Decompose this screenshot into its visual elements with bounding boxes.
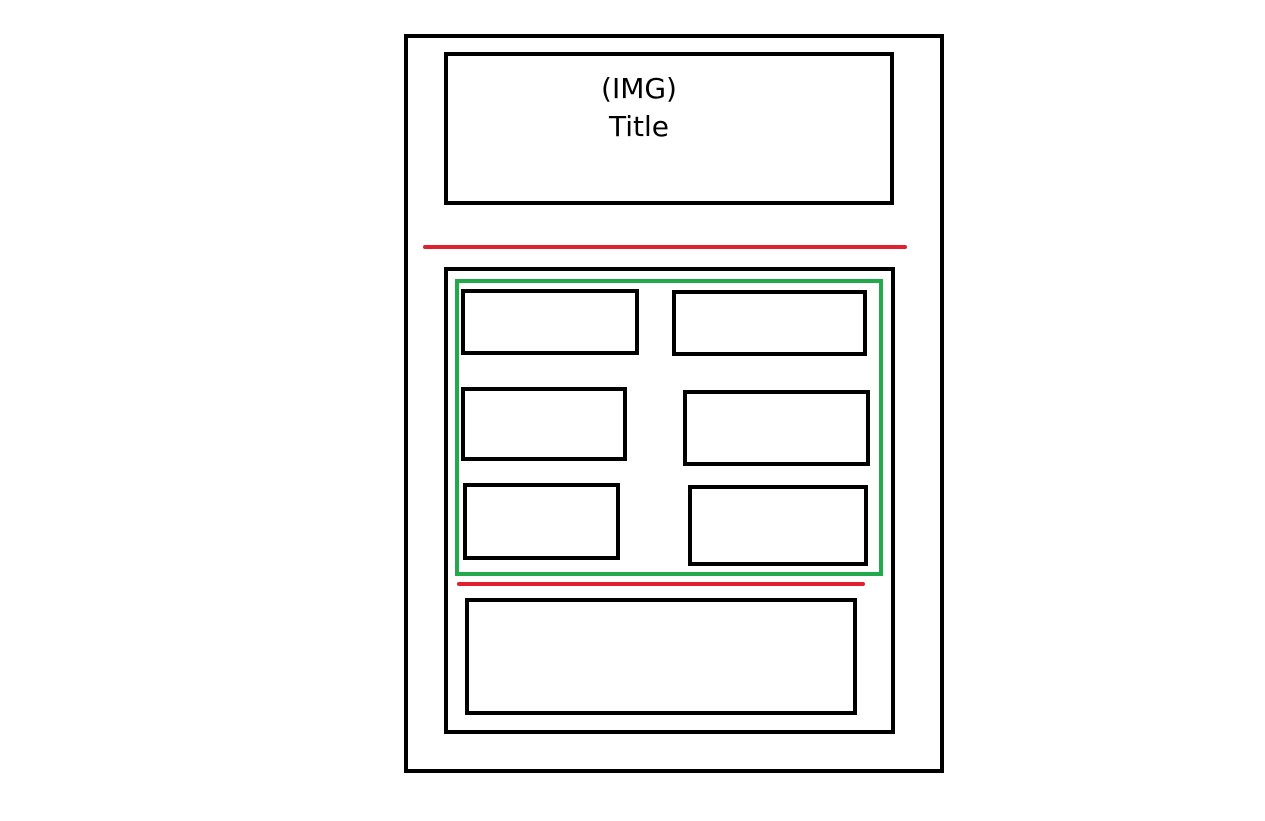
grid-card: [688, 485, 868, 566]
grid-card: [463, 483, 620, 560]
grid-group: [455, 279, 883, 576]
bottom-separator-line: [457, 582, 865, 586]
grid-card: [461, 387, 627, 461]
page-title: Title: [608, 110, 669, 143]
grid-card: [672, 290, 867, 356]
grid-card: [683, 390, 870, 466]
grid-card: [461, 289, 639, 355]
page-frame: [404, 34, 944, 773]
image-placeholder-label: (IMG): [601, 72, 677, 105]
content-panel: [444, 267, 895, 734]
header-box: (IMG) Title: [444, 52, 894, 205]
top-separator-line: [423, 245, 907, 249]
footer-box: [465, 598, 857, 715]
